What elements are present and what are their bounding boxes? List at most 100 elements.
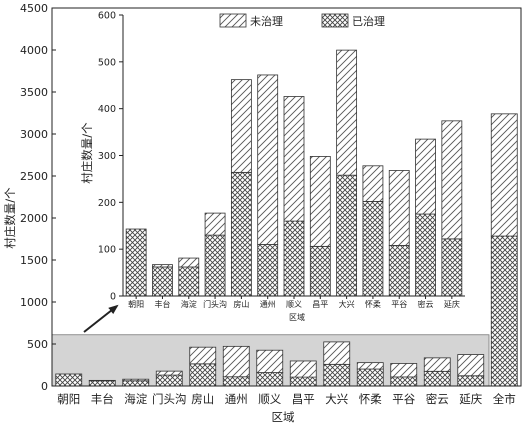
main-bar-treated [491,236,517,386]
inset-y-tick-label: 500 [98,57,116,68]
main-y-tick-label: 4000 [20,44,48,57]
inset-x-tick-label: 丰台 [154,299,170,309]
main-x-tick-label: 平谷 [392,392,415,406]
legend-label-treated: 已治理 [352,14,385,28]
legend: 未治理 已治理 [220,14,385,28]
inset-y-tick-label: 0 [110,292,116,303]
main-y-tick-label: 3000 [20,128,48,141]
main-bar-untreated [458,355,484,376]
main-bar-untreated [424,358,450,371]
legend-label-untreated: 未治理 [250,14,283,28]
main-bar-untreated [290,361,316,377]
inset-bar-treated [416,214,436,296]
inset-y-tick-label: 300 [98,151,116,162]
inset-bar-untreated [442,121,462,239]
main-bar-untreated [123,379,149,381]
inset-bar-untreated [179,258,199,267]
inset-bars: 朝阳丰台海淀门头沟房山通州顺义昌平大兴怀柔平谷密云延庆 [126,50,462,309]
main-bar-treated [391,377,417,386]
legend-swatch-untreated [220,14,246,27]
main-bar-untreated [223,346,249,376]
inset-chart: 朝阳丰台海淀门头沟房山通州顺义昌平大兴怀柔平谷密云延庆 010020030040… [80,11,465,323]
inset-y-tick-label: 100 [98,245,116,256]
main-bar-untreated [156,371,182,375]
inset-y-axis-title: 村庄数量/个 [80,122,94,184]
inset-x-tick-label: 怀柔 [365,299,381,309]
inset-x-tick-label: 平谷 [391,300,407,309]
inset-bar-untreated [231,80,251,173]
inset-bar-treated [231,172,251,296]
inset-bar-treated [363,201,383,296]
main-bar-treated [458,376,484,386]
main-x-tick-label: 海淀 [124,392,147,406]
main-bar-treated [424,371,450,386]
inset-bar-untreated [337,50,357,175]
main-x-tick-label: 门头沟 [152,392,187,406]
inset-y-tick-label: 200 [98,198,116,209]
main-y-tick-label: 1000 [20,296,48,309]
inset-bar-treated [126,229,146,296]
main-bar-treated [324,364,350,386]
main-bar-treated [56,374,82,386]
inset-bar-treated [337,175,357,296]
main-x-tick-label: 延庆 [459,392,482,406]
inset-axes: 0 100 200 300 400 500 600 [98,11,465,303]
inset-bar-untreated [284,96,304,221]
main-y-tick-label: 0 [41,380,48,393]
main-y-tick-label: 4500 [20,2,48,15]
main-bar-untreated [391,363,417,376]
inset-x-tick-label: 大兴 [339,299,355,309]
main-bar-treated [357,369,383,386]
main-y-tick-label: 500 [27,338,48,351]
inset-y-tick-label: 400 [98,104,116,115]
main-bar-treated [223,377,249,386]
inset-bar-treated [205,235,225,296]
inset-x-axis-title: 区域 [289,312,305,322]
main-y-tick-label: 2000 [20,212,48,225]
legend-swatch-treated [322,14,348,27]
inset-x-tick-label: 海淀 [181,299,197,309]
main-x-axis-title: 区域 [272,410,295,424]
main-x-tick-label: 密云 [426,392,449,406]
inset-x-tick-label: 门头沟 [203,299,227,309]
main-bar-treated [156,375,182,386]
inset-bar-untreated [258,75,278,245]
main-bar-untreated [357,363,383,369]
main-bar-treated [190,364,216,386]
main-x-tick-label: 昌平 [292,392,315,406]
main-y-axis-title: 村庄数量/个 [3,187,17,249]
inset-bar-untreated [363,166,383,202]
inset-bar-untreated [310,156,330,246]
inset-bar-untreated [389,170,409,245]
inset-bar-treated [152,267,172,296]
inset-bar-treated [389,245,409,296]
main-y-tick-label: 2500 [20,170,48,183]
main-bar-untreated [190,347,216,364]
main-x-tick-label: 怀柔 [359,392,382,406]
main-bar-treated [257,373,283,386]
main-x-tick-label: 大兴 [325,392,348,406]
main-x-tick-label: 朝阳 [57,392,80,406]
main-x-tick-label: 通州 [225,392,248,406]
inset-x-tick-label: 朝阳 [128,300,144,309]
main-x-tick-label: 房山 [191,392,214,406]
main-x-tick-label: 全市 [493,392,516,406]
main-x-tick-label: 丰台 [91,392,114,406]
main-bar-untreated [324,342,350,364]
main-bar-untreated [257,350,283,372]
main-x-tick-label: 顺义 [258,392,281,406]
inset-bar-treated [179,267,199,296]
inset-bar-treated [284,221,304,296]
inset-x-tick-label: 通州 [260,299,276,309]
inset-y-tick-label: 600 [98,11,116,22]
inset-x-tick-label: 顺义 [286,300,302,309]
inset-bar-treated [310,246,330,296]
inset-bar-treated [442,239,462,296]
inset-bar-untreated [205,213,225,235]
inset-bar-untreated [152,265,172,267]
inset-x-tick-label: 房山 [233,299,249,309]
main-bar-treated [123,381,149,386]
main-y-tick-label: 1500 [20,254,48,267]
